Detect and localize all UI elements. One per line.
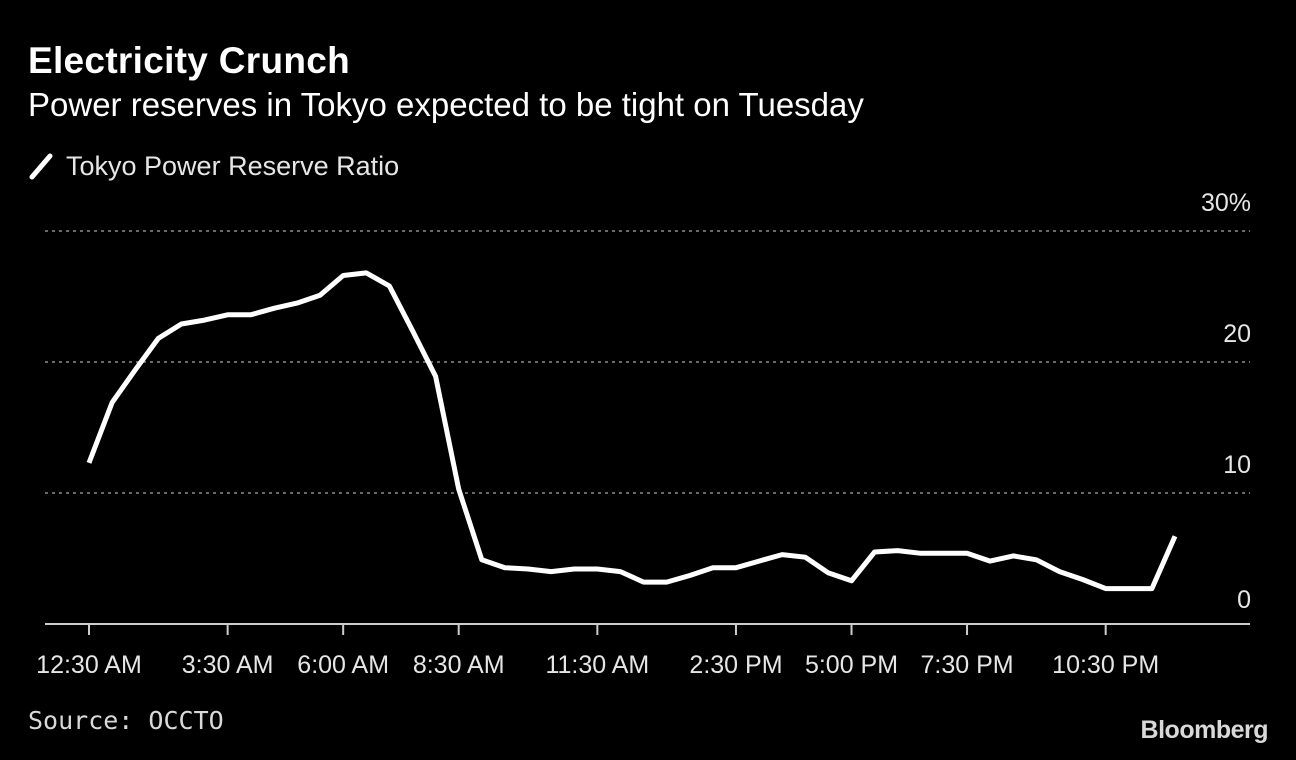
bloomberg-logo: Bloomberg bbox=[1140, 716, 1269, 744]
source-note: Source: OCCTO bbox=[28, 706, 224, 735]
chart-subtitle: Power reserves in Tokyo expected to be t… bbox=[28, 86, 864, 123]
y-tick-label: 10 bbox=[1223, 451, 1251, 479]
series-line bbox=[86, 270, 1178, 592]
gridlines bbox=[45, 230, 1250, 494]
series-layer bbox=[86, 270, 1178, 592]
x-axis-ticks: 12:30 AM 3:30 AM 6:00 AM 8:30 AM 11:30 AM 2:3… bbox=[36, 624, 1159, 679]
x-tick-label: 2:30 PM bbox=[689, 651, 782, 679]
chart-title: Electricity Crunch bbox=[28, 40, 351, 81]
x-tick-label: 12:30 AM bbox=[36, 651, 142, 679]
y-tick-label: 30% bbox=[1201, 189, 1251, 217]
y-tick-label: 0 bbox=[1237, 586, 1251, 614]
x-tick-label: 6:00 AM bbox=[297, 651, 389, 679]
x-tick-label: 3:30 AM bbox=[182, 651, 274, 679]
legend-label: Tokyo Power Reserve Ratio bbox=[66, 150, 400, 181]
line-chart: 0 10 20 30% 12:30 AM 3:30 AM 6:00 AM 8:30 AM 11… bbox=[36, 189, 1251, 679]
x-tick-label: 10:30 PM bbox=[1052, 651, 1159, 679]
legend: Tokyo Power Reserve Ratio bbox=[28, 150, 399, 182]
legend-line-swatch-icon bbox=[29, 153, 53, 180]
x-tick-label: 8:30 AM bbox=[413, 651, 505, 679]
y-tick-label: 20 bbox=[1223, 320, 1251, 348]
x-tick-label: 11:30 AM bbox=[545, 651, 649, 679]
x-tick-label: 7:30 PM bbox=[920, 651, 1013, 679]
x-tick-label: 5:00 PM bbox=[805, 651, 898, 679]
y-axis-ticks: 0 10 20 30% bbox=[1201, 189, 1251, 614]
